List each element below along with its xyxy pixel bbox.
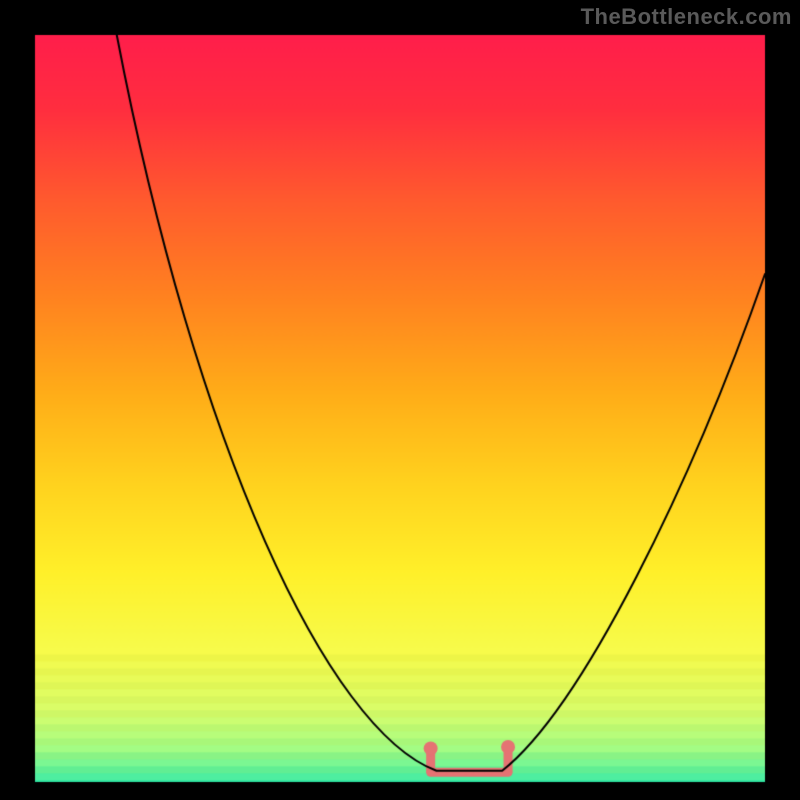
watermark-text: TheBottleneck.com <box>581 4 792 30</box>
bottleneck-chart-canvas <box>0 0 800 800</box>
